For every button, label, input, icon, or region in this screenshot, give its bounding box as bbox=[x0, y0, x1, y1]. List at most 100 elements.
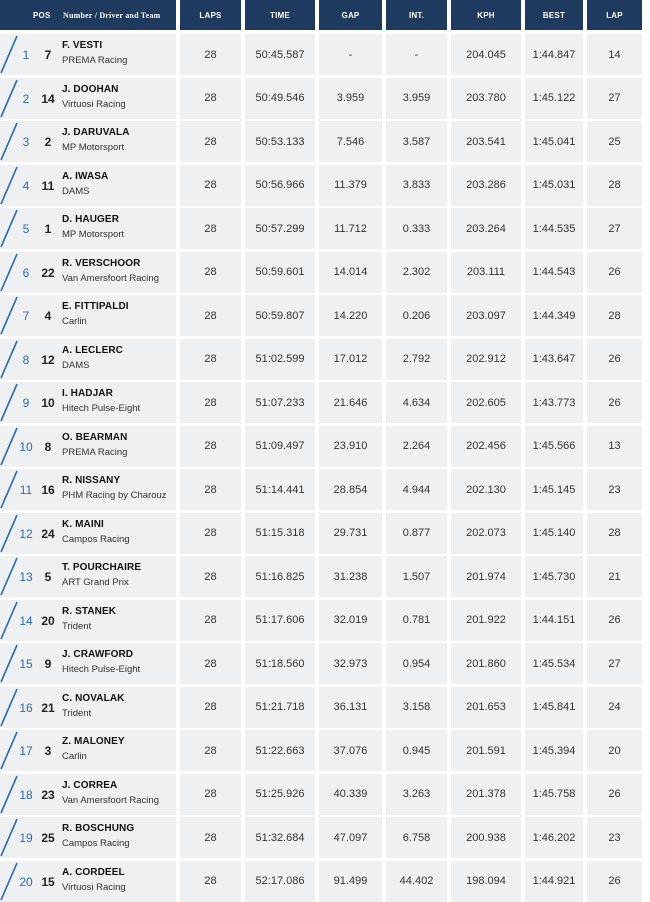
car-number: 22 bbox=[41, 265, 55, 280]
kph-cell: 198.094 bbox=[451, 860, 521, 902]
table-row[interactable]: 3 2 J. DARUVALA MP Motorsport 28 50:53.133 7.5… bbox=[0, 121, 650, 162]
header-best: BEST bbox=[525, 0, 583, 30]
car-number: 5 bbox=[44, 570, 52, 584]
position-accent bbox=[0, 208, 18, 249]
table-row[interactable]: 9 10 I. HADJAR Hitech Pulse-Eight 28 51:07.23… bbox=[0, 382, 650, 423]
position-number: 11 bbox=[19, 483, 33, 497]
driver-cell: 1 7 F. VESTI PREMA Racing bbox=[0, 34, 176, 75]
driver-name[interactable]: J. CRAWFORD bbox=[62, 649, 134, 660]
driver-name[interactable]: D. HAUGER bbox=[62, 214, 120, 225]
driver-name[interactable]: Z. MALONEY bbox=[62, 736, 125, 747]
driver-name[interactable]: R. STANEK bbox=[62, 605, 117, 617]
position-accent bbox=[0, 165, 18, 206]
driver-name[interactable]: E. FITTIPALDI bbox=[62, 301, 129, 312]
table-row[interactable]: 19 25 R. BOSCHUNG Campos Racing 28 51:32.684 4… bbox=[0, 817, 650, 858]
table-row[interactable]: 4 11 A. IWASA DAMS 28 50:56.966 11.379 3.833 203… bbox=[0, 164, 650, 206]
team-name: DAMS bbox=[62, 359, 90, 371]
time-cell: 51:22.663 bbox=[245, 730, 315, 771]
position-number: 14 bbox=[19, 613, 33, 628]
best-cell: 1:45.122 bbox=[525, 77, 583, 119]
lap-cell: 27 bbox=[587, 77, 642, 119]
kph-cell: 202.073 bbox=[451, 512, 521, 554]
lap-cell: 23 bbox=[587, 817, 642, 858]
table-row[interactable]: 2 14 J. DOOHAN Virtuosi Racing 28 50:49.546 3.… bbox=[0, 77, 650, 119]
driver-name[interactable]: F. VESTI bbox=[62, 40, 103, 51]
driver-name[interactable]: O. BEARMAN bbox=[62, 431, 128, 443]
driver-name[interactable]: R. BOSCHUNG bbox=[62, 823, 135, 834]
table-row[interactable]: 16 21 C. NOVALAK Trident 28 51:21.718 36.131 3.… bbox=[0, 686, 650, 728]
driver-name[interactable]: J. DARUVALA bbox=[62, 127, 130, 138]
car-number: 9 bbox=[44, 657, 52, 671]
header-pos: POS bbox=[33, 10, 51, 20]
table-row[interactable]: 17 3 Z. MALONEY Carlin 28 51:22.663 37.076 0.94… bbox=[0, 730, 650, 771]
driver-name[interactable]: A. LECLERC bbox=[62, 344, 123, 356]
table-row[interactable]: 1 7 F. VESTI PREMA Racing 28 50:45.587- -204.0… bbox=[0, 34, 650, 75]
team-name: PHM Racing by Charouz bbox=[62, 490, 167, 501]
position-accent bbox=[0, 643, 18, 684]
lap-cell: 28 bbox=[587, 295, 642, 336]
position-accent bbox=[0, 339, 18, 380]
driver-name[interactable]: C. NOVALAK bbox=[62, 692, 125, 704]
gap-cell: 28.854 bbox=[319, 469, 382, 510]
gap-cell: 14.220 bbox=[319, 295, 382, 336]
lap-cell: 28 bbox=[587, 512, 642, 554]
position-number: 2 bbox=[22, 91, 30, 106]
position-number: 8 bbox=[22, 352, 30, 367]
driver-name[interactable]: A. CORDEEL bbox=[62, 866, 125, 878]
driver-name[interactable]: K. MAINI bbox=[62, 518, 104, 530]
table-row[interactable]: 8 12 A. LECLERC DAMS 28 51:02.599 17.012 2.792 2… bbox=[0, 338, 650, 380]
table-row[interactable]: 5 1 D. HAUGER MP Motorsport 28 50:57.299 11.71… bbox=[0, 208, 650, 249]
table-row[interactable]: 7 4 E. FITTIPALDI Carlin 28 50:59.807 14.220 0.… bbox=[0, 295, 650, 336]
table-row[interactable]: 12 24 K. MAINI Campos Racing 28 51:15.318 29.7… bbox=[0, 512, 650, 554]
driver-name[interactable]: I. HADJAR bbox=[62, 388, 113, 399]
car-number: 2 bbox=[44, 135, 52, 149]
car-number: 1 bbox=[44, 222, 52, 236]
position-accent bbox=[0, 426, 18, 467]
laps-cell: 28 bbox=[180, 34, 241, 75]
driver-cell: 10 8 O. BEARMAN PREMA Racing bbox=[0, 425, 176, 467]
gap-cell: 47.097 bbox=[319, 817, 382, 858]
best-cell: 1:44.535 bbox=[525, 208, 583, 249]
int-cell: 0.781 bbox=[386, 599, 447, 641]
team-name: DAMS bbox=[62, 185, 90, 197]
laps-cell: 28 bbox=[180, 121, 241, 162]
position-number: 18 bbox=[19, 787, 33, 802]
kph-cell: 201.922 bbox=[451, 599, 521, 641]
driver-name[interactable]: R. NISSANY bbox=[62, 475, 121, 486]
table-row[interactable]: 11 16 R. NISSANY PHM Racing by Charouz 28 51:… bbox=[0, 469, 650, 510]
table-row[interactable]: 18 23 J. CORREA Van Amersfoort Racing 28 51:2… bbox=[0, 773, 650, 815]
driver-name[interactable]: R. VERSCHOOR bbox=[62, 257, 141, 269]
time-cell: 51:18.560 bbox=[245, 643, 315, 684]
table-row[interactable]: 10 8 O. BEARMAN PREMA Racing 28 51:09.497 23.9… bbox=[0, 425, 650, 467]
team-name: Campos Racing bbox=[62, 533, 130, 545]
kph-cell: 203.541 bbox=[451, 121, 521, 162]
kph-cell: 201.653 bbox=[451, 686, 521, 728]
lap-cell: 26 bbox=[587, 860, 642, 902]
lap-cell: 26 bbox=[587, 251, 642, 293]
table-row[interactable]: 15 9 J. CRAWFORD Hitech Pulse-Eight 28 51:18.… bbox=[0, 643, 650, 684]
driver-name[interactable]: T. POURCHAIRE bbox=[62, 562, 142, 573]
laps-cell: 28 bbox=[180, 860, 241, 902]
position-accent bbox=[0, 730, 18, 771]
best-cell: 1:44.543 bbox=[525, 251, 583, 293]
position-number: 12 bbox=[19, 526, 33, 541]
table-row[interactable]: 6 22 R. VERSCHOOR Van Amersfoort Racing 28 50… bbox=[0, 251, 650, 293]
table-row[interactable]: 20 15 A. CORDEEL Virtuosi Racing 28 52:17.086… bbox=[0, 860, 650, 902]
kph-cell: 201.591 bbox=[451, 730, 521, 771]
time-cell: 50:57.299 bbox=[245, 208, 315, 249]
driver-name[interactable]: A. IWASA bbox=[62, 170, 109, 182]
position-number: 13 bbox=[19, 570, 33, 584]
position-accent bbox=[0, 513, 18, 554]
driver-name[interactable]: J. CORREA bbox=[62, 779, 118, 791]
table-row[interactable]: 14 20 R. STANEK Trident 28 51:17.606 32.019 0.7… bbox=[0, 599, 650, 641]
position-accent bbox=[0, 121, 18, 162]
driver-cell: 8 12 A. LECLERC DAMS bbox=[0, 338, 176, 380]
time-cell: 51:21.718 bbox=[245, 686, 315, 728]
table-row[interactable]: 13 5 T. POURCHAIRE ART Grand Prix 28 51:16.82… bbox=[0, 556, 650, 597]
driver-name[interactable]: J. DOOHAN bbox=[62, 83, 119, 95]
team-name: Campos Racing bbox=[62, 838, 130, 849]
time-cell: 50:59.601 bbox=[245, 251, 315, 293]
team-name: MP Motorsport bbox=[62, 229, 125, 240]
time-cell: 51:32.684 bbox=[245, 817, 315, 858]
laps-cell: 28 bbox=[180, 164, 241, 206]
